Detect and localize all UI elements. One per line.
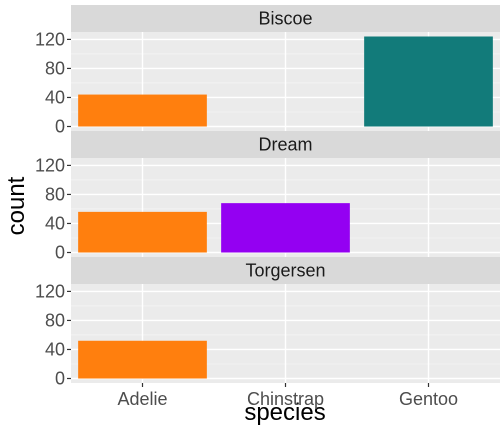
y-tick-label: 80 bbox=[45, 310, 65, 330]
x-axis: Adelie Chinstrap Gentoo bbox=[117, 383, 458, 409]
facet-strip bbox=[71, 257, 500, 284]
y-tick-label: 40 bbox=[45, 87, 65, 107]
y-tick-label: 120 bbox=[35, 281, 65, 301]
facet-dream: Dream 0 40 80 120 bbox=[35, 131, 500, 263]
bar-dream-adelie bbox=[78, 211, 207, 253]
facet-biscoe: Biscoe 0 40 80 120 bbox=[35, 5, 500, 137]
y-tick-label: 120 bbox=[35, 155, 65, 175]
facet-strip bbox=[71, 131, 500, 158]
bar-torgersen-adelie bbox=[78, 340, 207, 379]
x-tick-label: Gentoo bbox=[399, 389, 458, 409]
x-axis-title: species bbox=[244, 399, 325, 426]
y-tick-label: 0 bbox=[55, 117, 65, 137]
facet-strip bbox=[71, 5, 500, 32]
bar-biscoe-gentoo bbox=[364, 36, 493, 127]
facet-strip-label: Dream bbox=[258, 135, 312, 155]
x-tick-label: Chinstrap bbox=[247, 389, 324, 409]
x-tick-label: Adelie bbox=[117, 389, 167, 409]
y-axis-title: count bbox=[3, 176, 30, 235]
bar-biscoe-adelie bbox=[78, 94, 207, 127]
facet-strip-label: Biscoe bbox=[258, 9, 312, 29]
facet-strip-label: Torgersen bbox=[245, 261, 325, 281]
y-tick-label: 40 bbox=[45, 339, 65, 359]
y-tick-label: 80 bbox=[45, 184, 65, 204]
y-tick-label: 0 bbox=[55, 369, 65, 389]
y-tick-label: 0 bbox=[55, 243, 65, 263]
facet-torgersen: Torgersen 0 40 80 120 bbox=[35, 257, 500, 389]
bar-dream-chinstrap bbox=[221, 203, 350, 253]
y-tick-label: 80 bbox=[45, 58, 65, 78]
y-tick-label: 40 bbox=[45, 213, 65, 233]
facet-panels: Biscoe 0 40 80 120 Dream 0 40 80 120 Torgersen 0 40 8… bbox=[35, 5, 500, 389]
y-tick-label: 120 bbox=[35, 29, 65, 49]
